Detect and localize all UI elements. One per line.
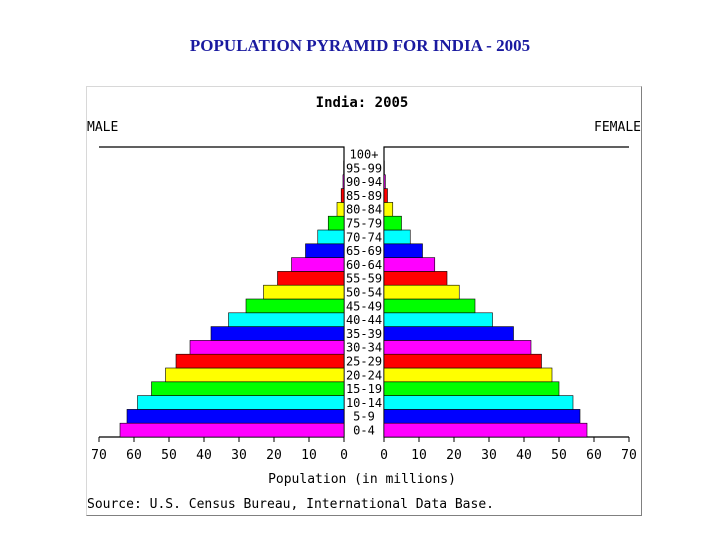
male-bar-45-49 — [245, 298, 345, 314]
age-label-85-89: 85-89 — [346, 189, 382, 203]
female-bar-65-69 — [383, 243, 423, 258]
male-tick-label-70: 70 — [91, 448, 107, 463]
male-bar-15-19 — [151, 381, 345, 396]
male-bar-65-69 — [305, 243, 345, 258]
female-tick-label-20: 20 — [446, 448, 462, 463]
chart-title: India: 2005 — [316, 95, 409, 111]
female-bar-55-59 — [383, 271, 448, 286]
female-bar-75-79 — [383, 215, 402, 231]
female-bar-50-54 — [383, 284, 460, 300]
age-label-70-74: 70-74 — [346, 230, 382, 244]
age-label-95-99: 95-99 — [346, 161, 382, 175]
male-tick-label-50: 50 — [161, 448, 177, 463]
age-label-55-59: 55-59 — [346, 272, 382, 286]
female-bar-15-19 — [383, 381, 560, 396]
female-bar-25-29 — [383, 353, 542, 369]
x-axis-label: Population (in millions) — [268, 472, 456, 487]
female-tick-label-30: 30 — [481, 448, 497, 463]
age-label-5-9: 5-9 — [353, 410, 375, 424]
male-bar-5-9 — [126, 409, 345, 424]
age-label-15-19: 15-19 — [346, 382, 382, 396]
age-label-20-24: 20-24 — [346, 368, 382, 382]
male-label: MALE — [87, 120, 118, 135]
male-bar-90-94 — [342, 174, 345, 189]
female-bar-90-94 — [383, 174, 386, 189]
age-label-75-79: 75-79 — [346, 217, 382, 231]
male-bar-0-4 — [119, 422, 345, 438]
age-label-100+: 100+ — [350, 148, 379, 162]
age-label-60-64: 60-64 — [346, 258, 382, 272]
female-tick-label-70: 70 — [621, 448, 637, 463]
female-bar-5-9 — [383, 409, 581, 424]
age-label-65-69: 65-69 — [346, 244, 382, 258]
female-bar-40-44 — [383, 312, 493, 327]
chart-frame: India: 2005 MALE FEMALE 0-4 5-9 10-14 15-19… — [86, 86, 642, 516]
source-note: Source: U.S. Census Bureau, Internationa… — [87, 497, 494, 512]
female-bar-35-39 — [383, 326, 514, 341]
male-tick-label-40: 40 — [196, 448, 212, 463]
male-bar-70-74 — [317, 229, 345, 245]
age-label-25-29: 25-29 — [346, 355, 382, 369]
female-tick-label-0: 0 — [380, 448, 388, 463]
age-label-50-54: 50-54 — [346, 286, 382, 300]
female-bar-45-49 — [383, 298, 476, 314]
slide-title: POPULATION PYRAMID FOR INDIA - 2005 — [189, 36, 531, 55]
male-tick-label-60: 60 — [126, 448, 142, 463]
age-label-35-39: 35-39 — [346, 327, 382, 341]
female-bar-60-64 — [383, 257, 436, 272]
age-label-45-49: 45-49 — [346, 299, 382, 313]
male-bar-50-54 — [263, 284, 345, 300]
male-bar-80-84 — [336, 202, 345, 217]
age-label-0-4: 0-4 — [353, 424, 375, 438]
female-bar-70-74 — [383, 229, 411, 245]
male-bar-25-29 — [175, 353, 345, 369]
age-label-10-14: 10-14 — [346, 396, 382, 410]
female-bar-20-24 — [383, 367, 553, 383]
male-bar-30-34 — [189, 340, 345, 355]
male-tick-label-10: 10 — [301, 448, 317, 463]
female-tick-label-10: 10 — [411, 448, 427, 463]
female-tick-label-60: 60 — [586, 448, 602, 463]
age-label-80-84: 80-84 — [346, 203, 382, 217]
male-tick-label-30: 30 — [231, 448, 247, 463]
x-ticks: 70 60 50 40 30 20 10 0 0 10 20 30 40 50 60 70 — [91, 437, 637, 463]
pyramid-chart: India: 2005 MALE FEMALE 0-45-910-1415-19… — [87, 95, 641, 512]
bars-group — [119, 146, 588, 438]
male-bar-85-89 — [340, 188, 345, 203]
male-bar-75-79 — [327, 215, 345, 231]
female-bar-30-34 — [383, 340, 532, 355]
male-bar-10-14 — [137, 395, 345, 410]
female-bar-80-84 — [383, 202, 394, 217]
female-bar-10-14 — [383, 395, 574, 410]
male-bar-35-39 — [210, 326, 345, 341]
female-tick-label-40: 40 — [516, 448, 532, 463]
age-label-90-94: 90-94 — [346, 175, 382, 189]
age-label-40-44: 40-44 — [346, 313, 382, 327]
male-bar-40-44 — [228, 312, 345, 327]
female-tick-label-50: 50 — [551, 448, 567, 463]
male-bar-20-24 — [165, 367, 345, 383]
male-tick-label-0: 0 — [340, 448, 348, 463]
male-bar-60-64 — [291, 257, 345, 272]
male-bar-55-59 — [277, 271, 345, 286]
female-bar-0-4 — [383, 422, 588, 438]
age-labels: 0-45-910-1415-1920-2425-2930-3435-3940-4… — [346, 148, 382, 438]
male-tick-label-20: 20 — [266, 448, 282, 463]
age-label-30-34: 30-34 — [346, 341, 382, 355]
female-bar-85-89 — [383, 188, 388, 203]
female-label: FEMALE — [594, 120, 641, 135]
